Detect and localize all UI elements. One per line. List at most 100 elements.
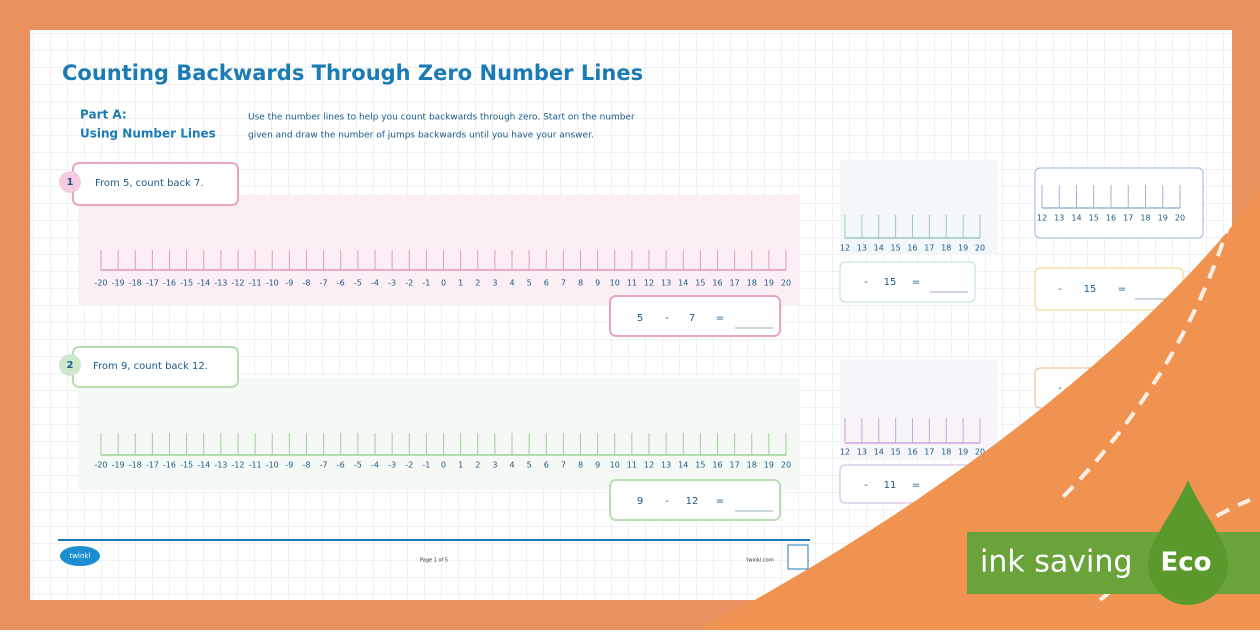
- tick-label: -11: [249, 461, 262, 470]
- tick-label: -7: [320, 461, 328, 470]
- tick-label: -18: [129, 279, 142, 288]
- site: twinkl.com: [746, 558, 773, 564]
- tick-label: 18: [747, 279, 757, 288]
- part-name: Using Number Lines: [80, 127, 216, 141]
- tick-label: 20: [975, 244, 985, 253]
- tick-label: 7: [561, 279, 566, 288]
- equation-part: =: [716, 313, 724, 324]
- equation-part: 9: [637, 496, 643, 507]
- tick-label: 17: [1123, 214, 1133, 223]
- tick-label: 19: [958, 448, 968, 457]
- tick-label: -12: [231, 461, 244, 470]
- tick-label: 10: [610, 279, 620, 288]
- tick-label: -20: [94, 461, 107, 470]
- tick-label: -12: [231, 279, 244, 288]
- tick-label: 15: [695, 461, 705, 470]
- stamp: [787, 544, 809, 570]
- answer-box: [609, 295, 781, 337]
- question-badge: [59, 354, 81, 376]
- tick-label: 19: [764, 461, 774, 470]
- tick-label: -10: [266, 279, 279, 288]
- tick-label: -15: [180, 461, 193, 470]
- tick-label: 19: [764, 279, 774, 288]
- tick-label: 9: [595, 461, 600, 470]
- tick-label: 20: [781, 461, 791, 470]
- tick-label: 13: [857, 448, 867, 457]
- swoosh: [700, 190, 1260, 630]
- tick-label: 15: [891, 448, 901, 457]
- equation-part: -: [864, 277, 868, 288]
- tick-label: 1: [458, 461, 463, 470]
- tick-label: -7: [320, 279, 328, 288]
- tick-label: 5: [527, 279, 532, 288]
- tick-label: 12: [840, 244, 850, 253]
- equation-part: -: [864, 480, 868, 491]
- tick-label: -11: [249, 279, 262, 288]
- equation-part: =: [912, 277, 920, 288]
- tick-label: 18: [747, 461, 757, 470]
- tick-label: -1: [422, 279, 430, 288]
- tick-label: -4: [371, 461, 379, 470]
- tick-label: 0: [441, 279, 446, 288]
- equation-part: 7: [689, 313, 695, 324]
- instructions: given and draw the number of jumps backw…: [248, 131, 594, 141]
- tick-label: -10: [266, 461, 279, 470]
- tick-label: 14: [874, 448, 884, 457]
- tick-label: -17: [146, 461, 159, 470]
- line-area: [78, 195, 800, 305]
- tick-label: 12: [840, 448, 850, 457]
- tick-label: -2: [405, 461, 413, 470]
- equation-part: 12: [686, 496, 699, 507]
- tick-label: -1: [422, 461, 430, 470]
- eco-drop: [1148, 480, 1228, 605]
- tick-label: 8: [578, 279, 583, 288]
- tick-label: 16: [907, 448, 917, 457]
- tick-label: 19: [1158, 214, 1168, 223]
- tick-label: 13: [1054, 214, 1064, 223]
- tick-label: -14: [197, 279, 210, 288]
- back-area: [840, 160, 998, 255]
- tick-label: -9: [285, 279, 293, 288]
- tick-label: 14: [678, 461, 688, 470]
- tick-label: 16: [907, 244, 917, 253]
- equation-part: =: [1118, 284, 1126, 295]
- tick-label: -13: [214, 461, 227, 470]
- logo-text: twinkl: [70, 552, 91, 560]
- equation-part: 15: [884, 277, 897, 288]
- tick-label: 1: [458, 279, 463, 288]
- tick-label: -19: [112, 279, 125, 288]
- tick-label: 0: [441, 461, 446, 470]
- instructions: Use the number lines to help you count b…: [248, 113, 635, 123]
- eco-text: Eco: [1160, 548, 1211, 578]
- page-number: Page 1 of 5: [420, 558, 448, 564]
- answer-box: [609, 479, 781, 521]
- tick-label: -6: [337, 279, 345, 288]
- tick-label: 11: [627, 279, 637, 288]
- tick-label: -5: [354, 461, 362, 470]
- tick-label: 9: [595, 279, 600, 288]
- tick-label: -8: [303, 461, 311, 470]
- tick-label: 3: [492, 279, 497, 288]
- tick-label: 10: [610, 461, 620, 470]
- tick-label: 18: [1140, 214, 1150, 223]
- tick-label: 6: [544, 461, 549, 470]
- back-box: [1034, 167, 1204, 239]
- tick-label: -16: [163, 279, 176, 288]
- tick-label: -15: [180, 279, 193, 288]
- question-prompt: From 5, count back 7.: [95, 178, 204, 189]
- tick-label: -4: [371, 279, 379, 288]
- tick-label: 15: [695, 279, 705, 288]
- tick-label: 12: [644, 279, 654, 288]
- equation-part: -: [1058, 383, 1062, 394]
- tick-label: -20: [94, 279, 107, 288]
- tick-label: 13: [661, 279, 671, 288]
- tick-label: -2: [405, 279, 413, 288]
- tick-label: 13: [661, 461, 671, 470]
- tick-label: 4: [509, 279, 514, 288]
- tick-label: 20: [975, 448, 985, 457]
- equation-part: =: [716, 496, 724, 507]
- tick-label: 3: [492, 461, 497, 470]
- tick-label: -14: [197, 461, 210, 470]
- tick-label: 2: [475, 279, 480, 288]
